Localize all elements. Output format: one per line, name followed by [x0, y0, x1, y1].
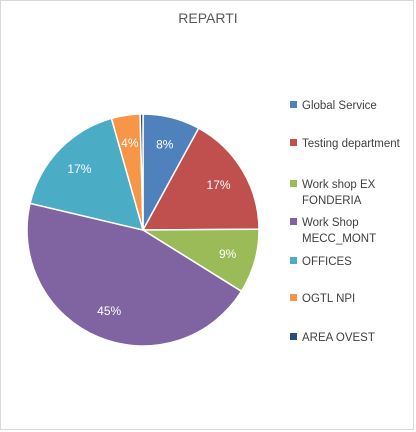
slice-label-4: 17%	[67, 162, 91, 176]
slice-label-1: 17%	[207, 178, 231, 192]
legend-swatch-0	[290, 101, 297, 108]
slice-label-2: 9%	[219, 247, 237, 261]
legend-label-3: Work Shop MECC_MONT	[302, 217, 377, 245]
pie-slice-3	[26, 202, 243, 347]
legend-label-4: OFFICES	[302, 256, 352, 268]
legend-label-6: AREA OVEST	[302, 332, 375, 344]
legend-swatch-6	[290, 333, 297, 340]
slice-label-5: 4%	[121, 136, 139, 150]
pie-slice-1	[141, 127, 260, 231]
legend-swatch-5	[290, 294, 297, 301]
legend-swatch-4	[290, 257, 297, 264]
legend-label-2: Work shop EX FONDERIA	[302, 179, 376, 207]
slice-label-3: 45%	[97, 304, 121, 318]
legend-label-5: OGTL NPI	[302, 293, 356, 305]
pie-slice-6	[139, 113, 144, 231]
slice-label-0: 8%	[156, 138, 174, 152]
legend-label-1: Testing department	[302, 138, 400, 150]
chart-title: REPARTI	[178, 10, 238, 26]
legend-label-0: Global Service	[302, 100, 377, 112]
pie-slice-4	[29, 117, 145, 232]
legend-swatch-2	[290, 180, 297, 187]
legend-swatch-1	[290, 139, 297, 146]
legend-swatch-3	[290, 218, 297, 225]
